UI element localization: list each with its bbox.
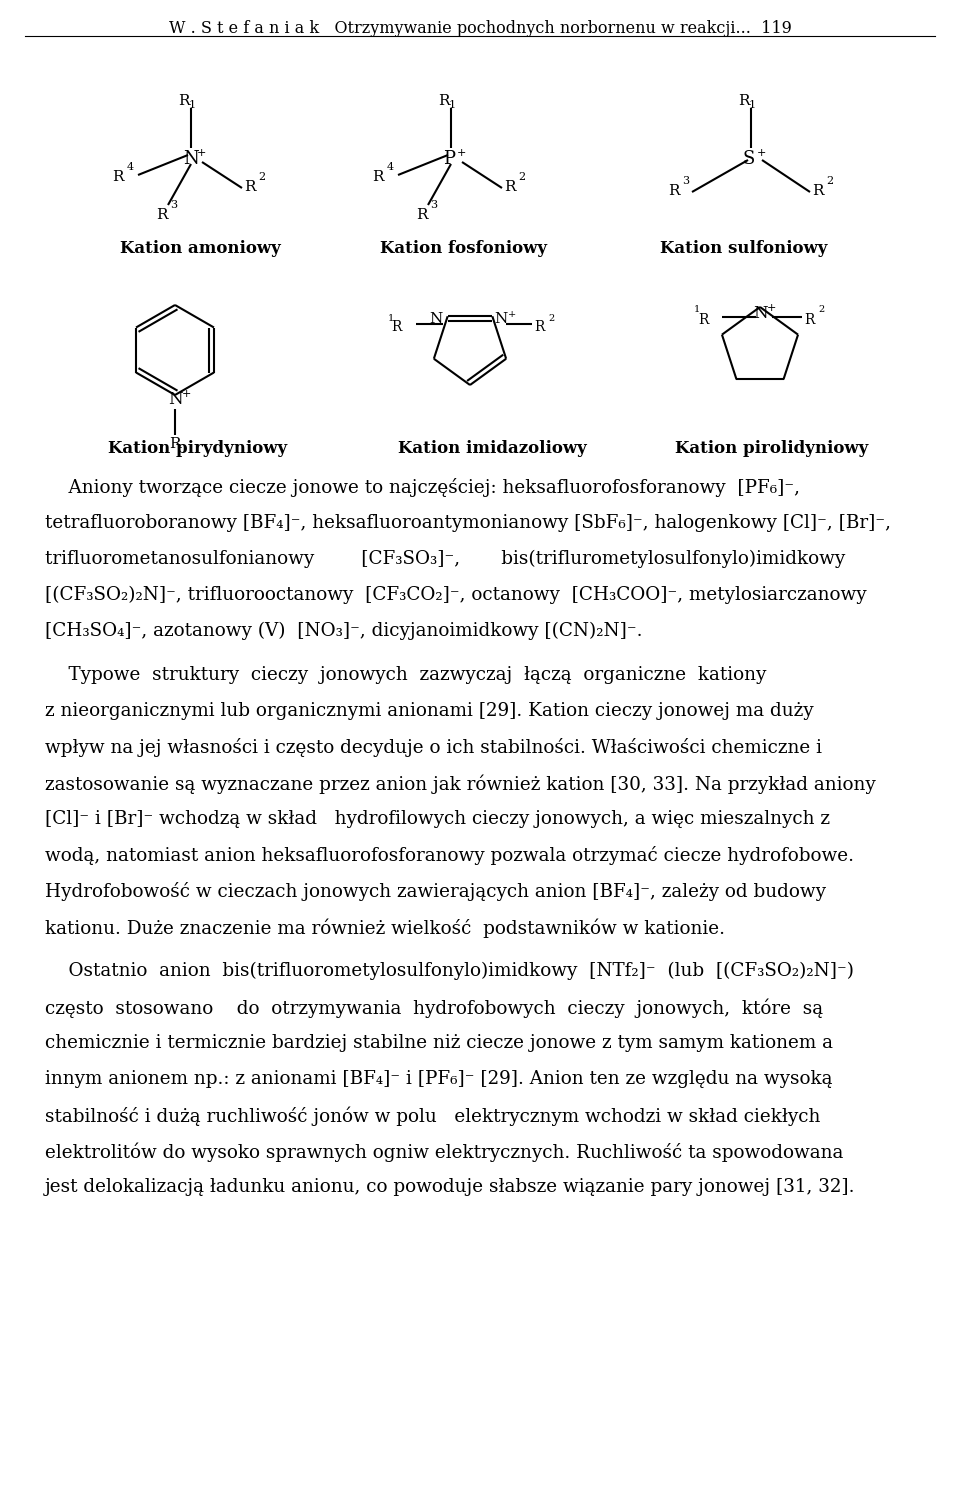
Text: R: R [504,180,516,193]
Text: 3: 3 [682,177,689,186]
Text: innym anionem np.: z anionami [BF₄]⁻ i [PF₆]⁻ [29]. Anion ten ze względu na wyso: innym anionem np.: z anionami [BF₄]⁻ i [… [45,1071,832,1089]
Text: kationu. Duże znaczenie ma również wielkość  podstawników w kationie.: kationu. Duże znaczenie ma również wielk… [45,918,725,938]
Text: R: R [698,313,708,328]
Text: R: R [535,320,544,334]
Text: R: R [668,184,680,198]
Text: Kation fosfoniowy: Kation fosfoniowy [380,240,547,257]
Text: R: R [169,436,180,451]
Text: +: + [757,148,766,159]
Text: 4: 4 [387,162,395,172]
Text: +: + [767,304,777,313]
Text: 1: 1 [449,100,456,110]
Text: 1: 1 [749,100,756,110]
Text: Kation imidazoliowy: Kation imidazoliowy [398,439,587,458]
Text: +: + [457,148,467,159]
Text: R: R [804,313,814,328]
Text: R: R [178,94,189,109]
Text: R: R [438,94,449,109]
Text: zastosowanie są wyznaczane przez anion jak również kation [30, 33]. Na przykład : zastosowanie są wyznaczane przez anion j… [45,775,876,793]
Text: P: P [443,149,455,168]
Text: N: N [168,391,182,408]
Text: tetrafluoroboranowy [BF₄]⁻, heksafluoroantymonianowy [SbF₆]⁻, halogenkowy [Cl]⁻,: tetrafluoroboranowy [BF₄]⁻, heksafluoroa… [45,513,891,532]
Text: 1: 1 [189,100,196,110]
Text: Kation pirolidyniowy: Kation pirolidyniowy [675,439,868,458]
Text: Kation sulfoniowy: Kation sulfoniowy [660,240,828,257]
Text: R: R [812,184,824,198]
Text: N: N [183,149,199,168]
Text: 1: 1 [694,305,700,314]
Text: +: + [197,148,206,159]
Text: R: R [372,171,383,184]
Text: elektrolitów do wysoko sprawnych ogniw elektrycznych. Ruchliwość ta spowodowana: elektrolitów do wysoko sprawnych ogniw e… [45,1142,844,1161]
Text: W . S t e f a n i a k   Otrzymywanie pochodnych norbornenu w reakcji...  119: W . S t e f a n i a k Otrzymywanie pocho… [169,20,791,38]
Text: z nieorganicznymi lub organicznymi anionami [29]. Kation cieczy jonowej ma duży: z nieorganicznymi lub organicznymi anion… [45,702,814,720]
Text: +: + [509,310,516,319]
Text: trifluorometanosulfonianowy        [CF₃SO₃]⁻,       bis(triflurometylosulfonylo): trifluorometanosulfonianowy [CF₃SO₃]⁻, b… [45,550,845,568]
Text: N: N [430,313,443,326]
Text: 2: 2 [258,172,265,183]
Text: +: + [182,390,191,399]
Text: N: N [753,305,768,322]
Text: 2: 2 [548,314,555,323]
Text: 2: 2 [826,177,833,186]
Text: 2: 2 [818,305,825,314]
Text: R: R [416,208,427,222]
Text: R: R [392,320,402,334]
Text: wodą, natomiast anion heksafluorofosforanowy pozwala otrzymać ciecze hydrofobowe: wodą, natomiast anion heksafluorofosfora… [45,846,854,865]
Text: Aniony tworzące ciecze jonowe to najczęściej: heksafluorofosforanowy  [PF₆]⁻,: Aniony tworzące ciecze jonowe to najczęś… [45,479,800,497]
Text: 2: 2 [518,172,525,183]
Text: Ostatnio  anion  bis(trifluorometylosulfonylo)imidkowy  [NTf₂]⁻  (lub  [(CF₃SO₂): Ostatnio anion bis(trifluorometylosulfon… [45,962,854,980]
Text: chemicznie i termicznie bardziej stabilne niż ciecze jonowe z tym samym kationem: chemicznie i termicznie bardziej stabiln… [45,1034,833,1052]
Text: 1: 1 [388,314,394,323]
Text: często  stosowano    do  otrzymywania  hydrofobowych  cieczy  jonowych,  które  : często stosowano do otrzymywania hydrofo… [45,998,823,1018]
Text: [Cl]⁻ i [Br]⁻ wchodzą w skład   hydrofilowych cieczy jonowych, a więc mieszalnyc: [Cl]⁻ i [Br]⁻ wchodzą w skład hydrofilow… [45,809,830,827]
Text: [(CF₃SO₂)₂N]⁻, trifluorooctanowy  [CF₃CO₂]⁻, octanowy  [CH₃COO]⁻, metylosiarczan: [(CF₃SO₂)₂N]⁻, trifluorooctanowy [CF₃CO₂… [45,586,867,604]
Text: S: S [743,149,756,168]
Text: Kation pirydyniowy: Kation pirydyniowy [108,439,287,458]
Text: [CH₃SO₄]⁻, azotanowy (V)  [NO₃]⁻, dicyjanoimidkowy [(CN)₂N]⁻.: [CH₃SO₄]⁻, azotanowy (V) [NO₃]⁻, dicyjan… [45,622,642,640]
Text: Typowe  struktury  cieczy  jonowych  zazwyczaj  łączą  organiczne  kationy: Typowe struktury cieczy jonowych zazwycz… [45,666,766,684]
Text: jest delokalizacją ładunku anionu, co powoduje słabsze wiązanie pary jonowej [31: jest delokalizacją ładunku anionu, co po… [45,1178,855,1196]
Text: wpływ na jej własności i często decyduje o ich stabilności. Właściwości chemiczn: wpływ na jej własności i często decyduje… [45,738,822,757]
Text: stabilność i dużą ruchliwość jonów w polu   elektrycznym wchodzi w skład ciekłyc: stabilność i dużą ruchliwość jonów w pol… [45,1105,821,1125]
Text: N: N [494,313,508,326]
Text: R: R [112,171,124,184]
Text: R: R [244,180,255,193]
Text: Kation amoniowy: Kation amoniowy [120,240,280,257]
Text: 4: 4 [127,162,134,172]
Text: 3: 3 [430,199,437,210]
Text: R: R [738,94,750,109]
Text: R: R [156,208,167,222]
Text: 3: 3 [170,199,178,210]
Text: Hydrofobowość w cieczach jonowych zawierających anion [BF₄]⁻, zależy od budowy: Hydrofobowość w cieczach jonowych zawier… [45,882,826,901]
